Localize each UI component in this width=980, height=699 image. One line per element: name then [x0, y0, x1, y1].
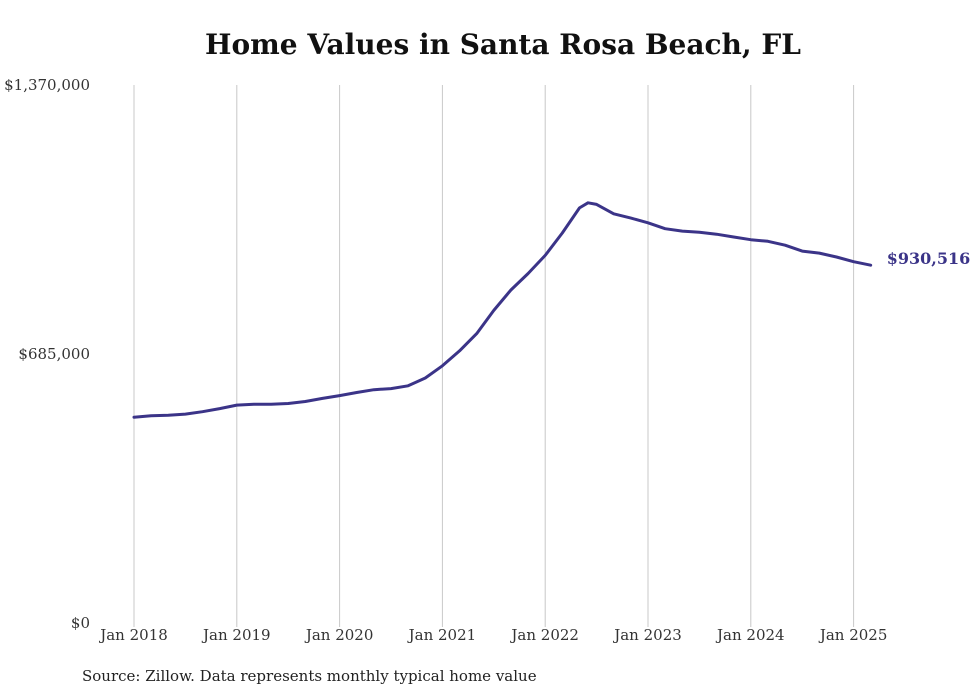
- x-tick-label: Jan 2018: [98, 626, 168, 644]
- series-line: [132, 201, 873, 419]
- end-value-label: $930,516: [887, 249, 971, 268]
- x-tick-label: Jan 2025: [818, 626, 888, 644]
- x-tick-label: Jan 2023: [612, 626, 682, 644]
- x-tick-label: Jan 2024: [715, 626, 785, 644]
- source-note: Source: Zillow. Data represents monthly …: [82, 667, 537, 685]
- x-tick-label: Jan 2021: [407, 626, 477, 644]
- y-tick-label: $1,370,000: [4, 76, 90, 94]
- x-tick-label: Jan 2020: [304, 626, 374, 644]
- axis-labels: Jan 2018 Jan 2019 Jan 2020 Jan 2021 Jan 2022…: [4, 76, 887, 644]
- x-tick-label: Jan 2022: [509, 626, 579, 644]
- gridlines: [133, 85, 855, 627]
- chart-title: Home Values in Santa Rosa Beach, FL: [205, 28, 801, 61]
- y-tick-label: $0: [71, 614, 90, 632]
- series-layer: $930,516: [132, 201, 971, 419]
- y-tick-label: $685,000: [18, 345, 90, 363]
- x-tick-label: Jan 2019: [201, 626, 271, 644]
